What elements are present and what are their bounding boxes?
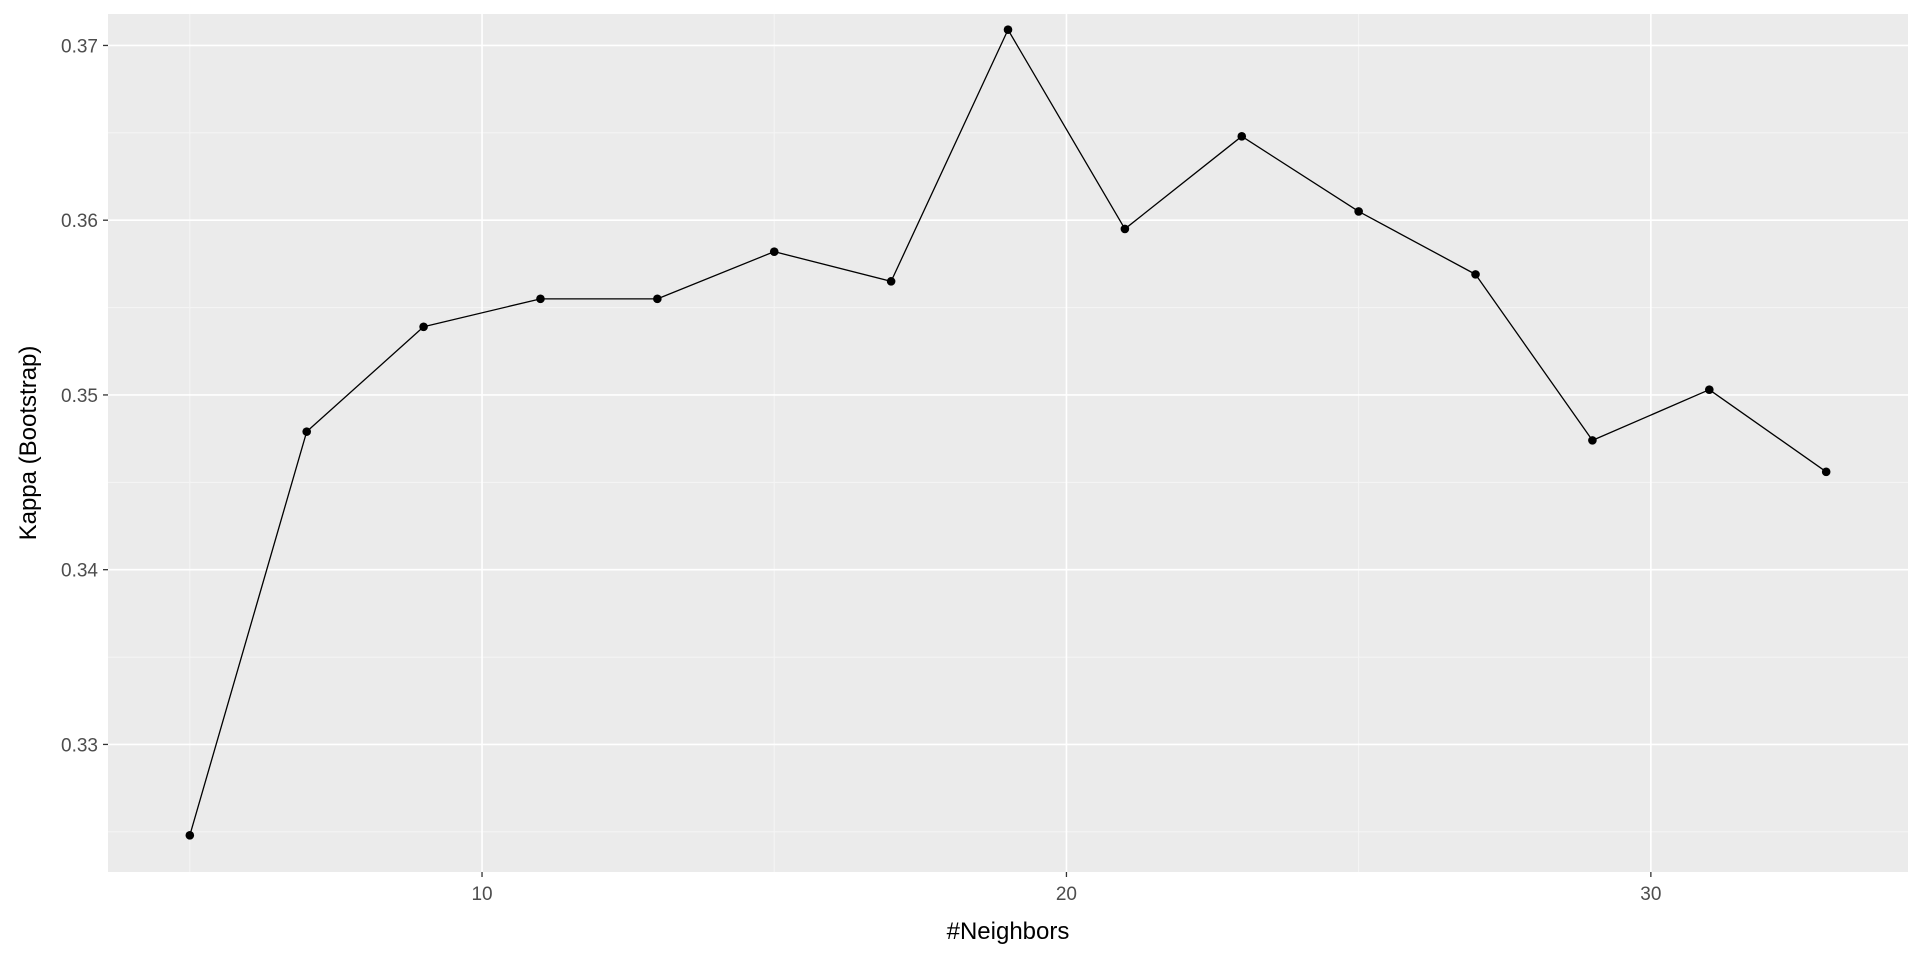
minor-gridlines [108,14,1908,872]
y-tick-label: 0.36 [61,211,98,232]
data-point [769,247,779,256]
data-point [185,831,195,840]
major-gridlines [108,14,1908,872]
y-tick-label: 0.35 [61,386,98,407]
x-axis-title: #Neighbors [947,918,1070,945]
data-point [1704,385,1714,395]
data-point [419,322,428,332]
y-tick-label: 0.34 [61,561,98,582]
data-point [886,277,896,286]
data-point [1003,25,1013,35]
data-point [536,294,545,304]
points-layer [185,25,1831,840]
data-point [1120,224,1130,234]
data-point [302,427,312,436]
plot-panel [108,14,1908,872]
y-axis-title: Kappa (Bootstrap) [15,346,42,541]
x-tick-label: 10 [471,884,492,905]
y-tick-label: 0.33 [61,735,98,756]
x-tick-labels: 10 20 30 [471,884,1661,905]
data-point [1588,436,1597,445]
data-point [1237,132,1247,141]
y-tick-label: 0.37 [61,36,98,57]
x-tick-label: 30 [1640,884,1661,905]
y-tick-labels: 0.33 0.34 0.35 0.36 0.37 [61,36,98,756]
tick-marks [103,44,1652,877]
data-point [1354,207,1363,216]
data-point [653,294,662,304]
data-point [1471,270,1480,279]
data-point [1821,467,1831,477]
x-tick-label: 20 [1056,884,1077,905]
